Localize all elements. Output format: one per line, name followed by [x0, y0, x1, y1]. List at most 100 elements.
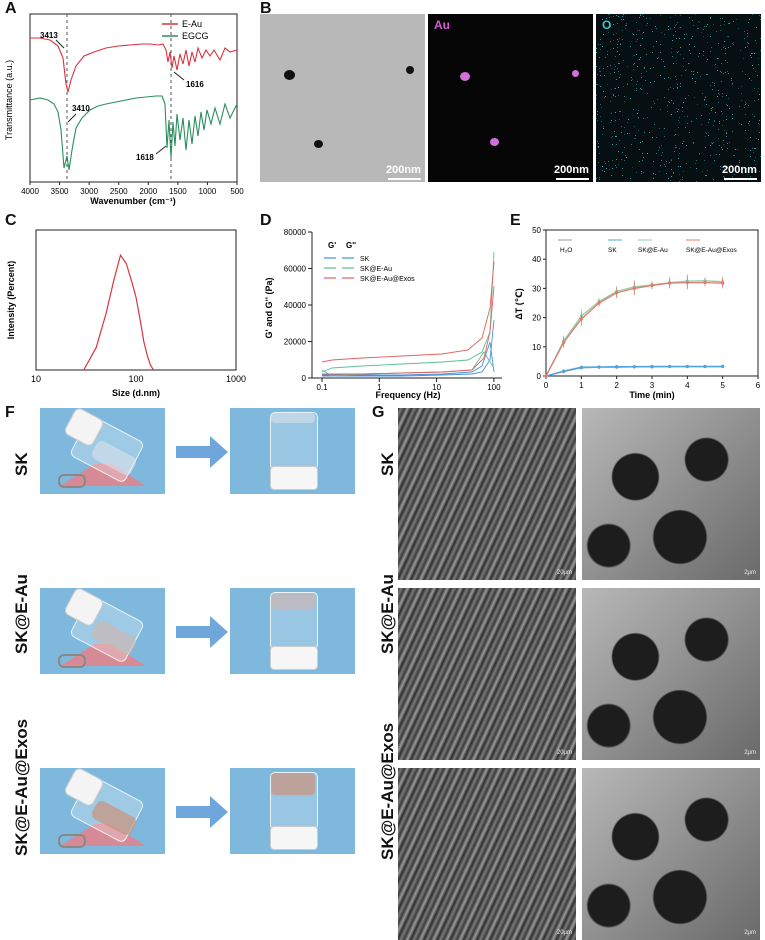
o-signal-dot [597, 111, 598, 112]
o-signal-dot [606, 168, 607, 169]
o-signal-dot [748, 22, 749, 23]
o-signal-dot [721, 81, 722, 82]
o-signal-dot [625, 14, 626, 15]
o-signal-dot [618, 164, 619, 165]
panel-e-ytick: 40 [532, 255, 541, 264]
o-signal-dot [620, 44, 621, 45]
o-signal-dot [612, 136, 613, 137]
o-signal-dot [653, 161, 654, 162]
o-signal-dot [616, 136, 617, 137]
o-signal-dot [707, 74, 708, 75]
o-signal-dot [760, 16, 761, 17]
panel-c-xlabel: Size (d.nm) [112, 388, 160, 398]
panel-a-series-egcg [29, 95, 238, 171]
panel-g-scalebar: 2μm [744, 750, 756, 756]
o-signal-dot [675, 76, 676, 77]
o-signal-dot [689, 17, 690, 18]
o-signal-dot [625, 25, 626, 26]
o-signal-dot [616, 167, 617, 168]
o-signal-dot [686, 69, 687, 70]
o-signal-dot [723, 47, 724, 48]
o-signal-dot [725, 180, 726, 181]
panel-e-point [597, 365, 601, 369]
o-signal-dot [754, 116, 755, 117]
vial-gel [271, 773, 315, 795]
o-signal-dot [734, 174, 735, 175]
o-signal-dot [615, 66, 616, 67]
o-signal-dot [706, 26, 707, 27]
o-signal-dot [715, 64, 716, 65]
o-signal-dot [707, 42, 708, 43]
o-signal-dot [758, 58, 759, 59]
o-signal-dot [624, 160, 625, 161]
o-signal-dot [602, 46, 603, 47]
o-signal-dot [722, 113, 723, 114]
o-signal-dot [689, 50, 690, 51]
o-signal-dot [695, 81, 696, 82]
o-signal-dot [610, 73, 611, 74]
panel-d-skexos-gprime [321, 261, 495, 363]
o-signal-dot [671, 114, 672, 115]
o-signal-dot [679, 117, 680, 118]
o-signal-dot [688, 95, 689, 96]
o-signal-dot [614, 72, 615, 73]
o-signal-dot [682, 107, 683, 108]
o-signal-dot [613, 94, 614, 95]
o-signal-dot [671, 52, 672, 53]
o-signal-dot [654, 103, 655, 104]
o-signal-dot [751, 53, 752, 54]
o-signal-dot [722, 125, 723, 126]
panel-g-sem-image: 20μm [398, 408, 576, 580]
o-signal-dot [719, 121, 720, 122]
panel-a-annot-3410-arrow [67, 113, 77, 123]
o-signal-dot [618, 63, 619, 64]
o-signal-dot [686, 145, 687, 146]
panel-e-point [721, 364, 725, 368]
o-signal-dot [641, 73, 642, 74]
o-signal-dot [634, 55, 635, 56]
o-signal-dot [710, 85, 711, 86]
panel-a-letter: A [5, 0, 17, 17]
o-signal-dot [660, 44, 661, 45]
o-signal-dot [666, 161, 667, 162]
o-signal-dot [751, 57, 752, 58]
o-signal-dot [603, 126, 604, 127]
o-signal-dot [756, 27, 757, 28]
o-signal-dot [680, 166, 681, 167]
o-signal-dot [704, 160, 705, 161]
panel-g-sem-image: 2μm [582, 768, 760, 940]
o-signal-dot [627, 84, 628, 85]
o-signal-dot [722, 93, 723, 94]
o-signal-dot [682, 179, 683, 180]
o-signal-dot [720, 71, 721, 72]
o-signal-dot [644, 48, 645, 49]
o-signal-dot [678, 120, 679, 121]
o-signal-dot [732, 43, 733, 44]
o-signal-dot [727, 143, 728, 144]
au-particle [572, 70, 579, 77]
panel-g-scalebar: 20μm [556, 750, 572, 756]
o-signal-dot [606, 18, 607, 19]
o-signal-dot [671, 176, 672, 177]
o-signal-dot [611, 89, 612, 90]
panel-e-point [597, 301, 601, 305]
o-signal-dot [600, 104, 601, 105]
o-signal-dot [619, 38, 620, 39]
panel-a-legend-eau: E-Au [182, 19, 202, 29]
o-signal-dot [712, 143, 713, 144]
o-signal-dot [596, 66, 597, 67]
o-signal-dot [597, 120, 598, 121]
o-signal-dot [639, 149, 640, 150]
o-signal-dot [758, 123, 759, 124]
o-signal-dot [642, 14, 643, 15]
o-signal-dot [758, 139, 759, 140]
o-signal-dot [713, 142, 714, 143]
o-signal-dot [625, 28, 626, 29]
o-signal-dot [695, 14, 696, 15]
o-signal-dot [727, 148, 728, 149]
o-signal-dot [646, 25, 647, 26]
o-signal-dot [613, 48, 614, 49]
o-signal-dot [727, 167, 728, 168]
o-signal-dot [640, 14, 641, 15]
o-signal-dot [705, 97, 706, 98]
